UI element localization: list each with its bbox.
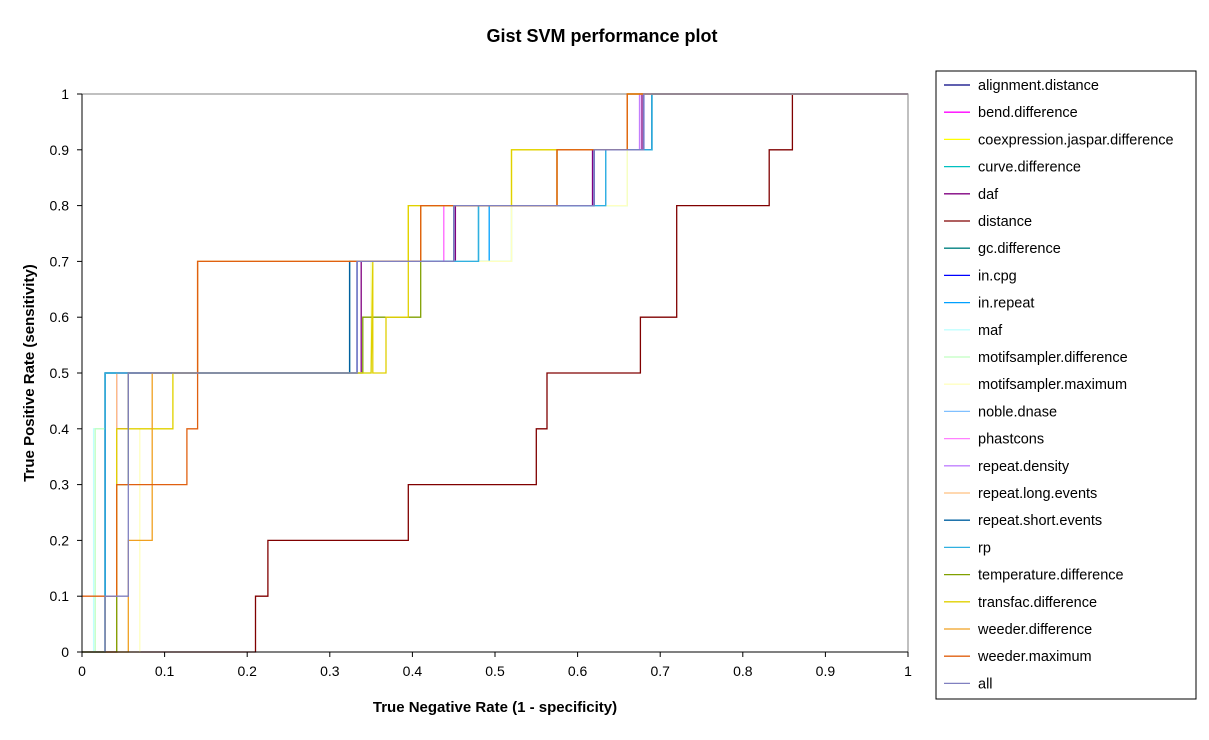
x-tick-label: 0.2 xyxy=(237,663,257,679)
y-tick-label: 0.4 xyxy=(50,421,70,437)
y-tick-label: 0.7 xyxy=(50,253,70,269)
legend-label: transfac.difference xyxy=(978,595,1097,611)
legend-label: motifsampler.maximum xyxy=(978,377,1127,393)
x-axis-label: True Negative Rate (1 - specificity) xyxy=(373,699,617,716)
x-tick-label: 0.9 xyxy=(816,663,836,679)
y-tick-label: 0.9 xyxy=(50,142,70,158)
x-tick-label: 0.5 xyxy=(485,663,505,679)
series-layer xyxy=(82,93,908,653)
x-tick-label: 1 xyxy=(904,663,912,679)
legend-label: motifsampler.difference xyxy=(978,350,1128,366)
legend-label: weeder.maximum xyxy=(977,649,1092,665)
x-tick-label: 0.8 xyxy=(733,663,753,679)
chart-title: Gist SVM performance plot xyxy=(486,26,717,46)
legend: alignment.distance bend.difference coexpre… xyxy=(935,70,1197,700)
y-tick-label: 0.6 xyxy=(50,309,70,325)
y-tick-label: 0.3 xyxy=(50,477,70,493)
axes-layer: 0 0.1 0.2 0.3 0.4 0.5 0.6 0.7 0.8 0.9 1 0 0.1 0.2 0.3 0… xyxy=(50,86,913,679)
legend-label: temperature.difference xyxy=(978,568,1124,584)
y-tick-label: 0.5 xyxy=(50,365,70,381)
y-tick-label: 0.2 xyxy=(50,532,70,548)
legend-label: coexpression.jaspar.difference xyxy=(978,132,1174,148)
legend-label: phastcons xyxy=(978,432,1044,448)
series-line-distance xyxy=(82,93,908,653)
series-line-weeder-maximum xyxy=(82,93,908,597)
x-tick-label: 0.3 xyxy=(320,663,340,679)
legend-label: rp xyxy=(978,540,991,556)
legend-label: maf xyxy=(978,323,1003,339)
series-line-rp xyxy=(82,93,908,653)
legend-label: in.cpg xyxy=(978,268,1017,284)
y-tick-label: 0.8 xyxy=(50,198,70,214)
y-tick-label: 0.1 xyxy=(50,588,70,604)
y-tick-label: 1 xyxy=(61,86,69,102)
legend-label: repeat.short.events xyxy=(978,513,1102,529)
legend-label: gc.difference xyxy=(978,241,1061,257)
legend-label: alignment.distance xyxy=(978,78,1099,94)
y-axis-label: True Positive Rate (sensitivity) xyxy=(21,264,38,482)
x-tick-label: 0 xyxy=(78,663,86,679)
series-line-all xyxy=(82,93,908,653)
x-tick-label: 0.7 xyxy=(650,663,670,679)
x-tick-label: 0.1 xyxy=(155,663,175,679)
legend-label: curve.difference xyxy=(978,160,1081,176)
legend-label: distance xyxy=(978,214,1032,230)
legend-label: repeat.density xyxy=(978,459,1070,475)
legend-box xyxy=(935,70,1197,700)
legend-label: daf xyxy=(978,187,999,203)
legend-label: all xyxy=(978,676,993,692)
legend-label: noble.dnase xyxy=(978,404,1057,420)
x-tick-label: 0.6 xyxy=(568,663,588,679)
legend-label: bend.difference xyxy=(978,105,1078,121)
legend-label: weeder.difference xyxy=(977,622,1092,638)
y-tick-label: 0 xyxy=(61,644,69,660)
legend-label: repeat.long.events xyxy=(978,486,1097,502)
legend-label: in.repeat xyxy=(978,296,1034,312)
x-tick-label: 0.4 xyxy=(403,663,423,679)
